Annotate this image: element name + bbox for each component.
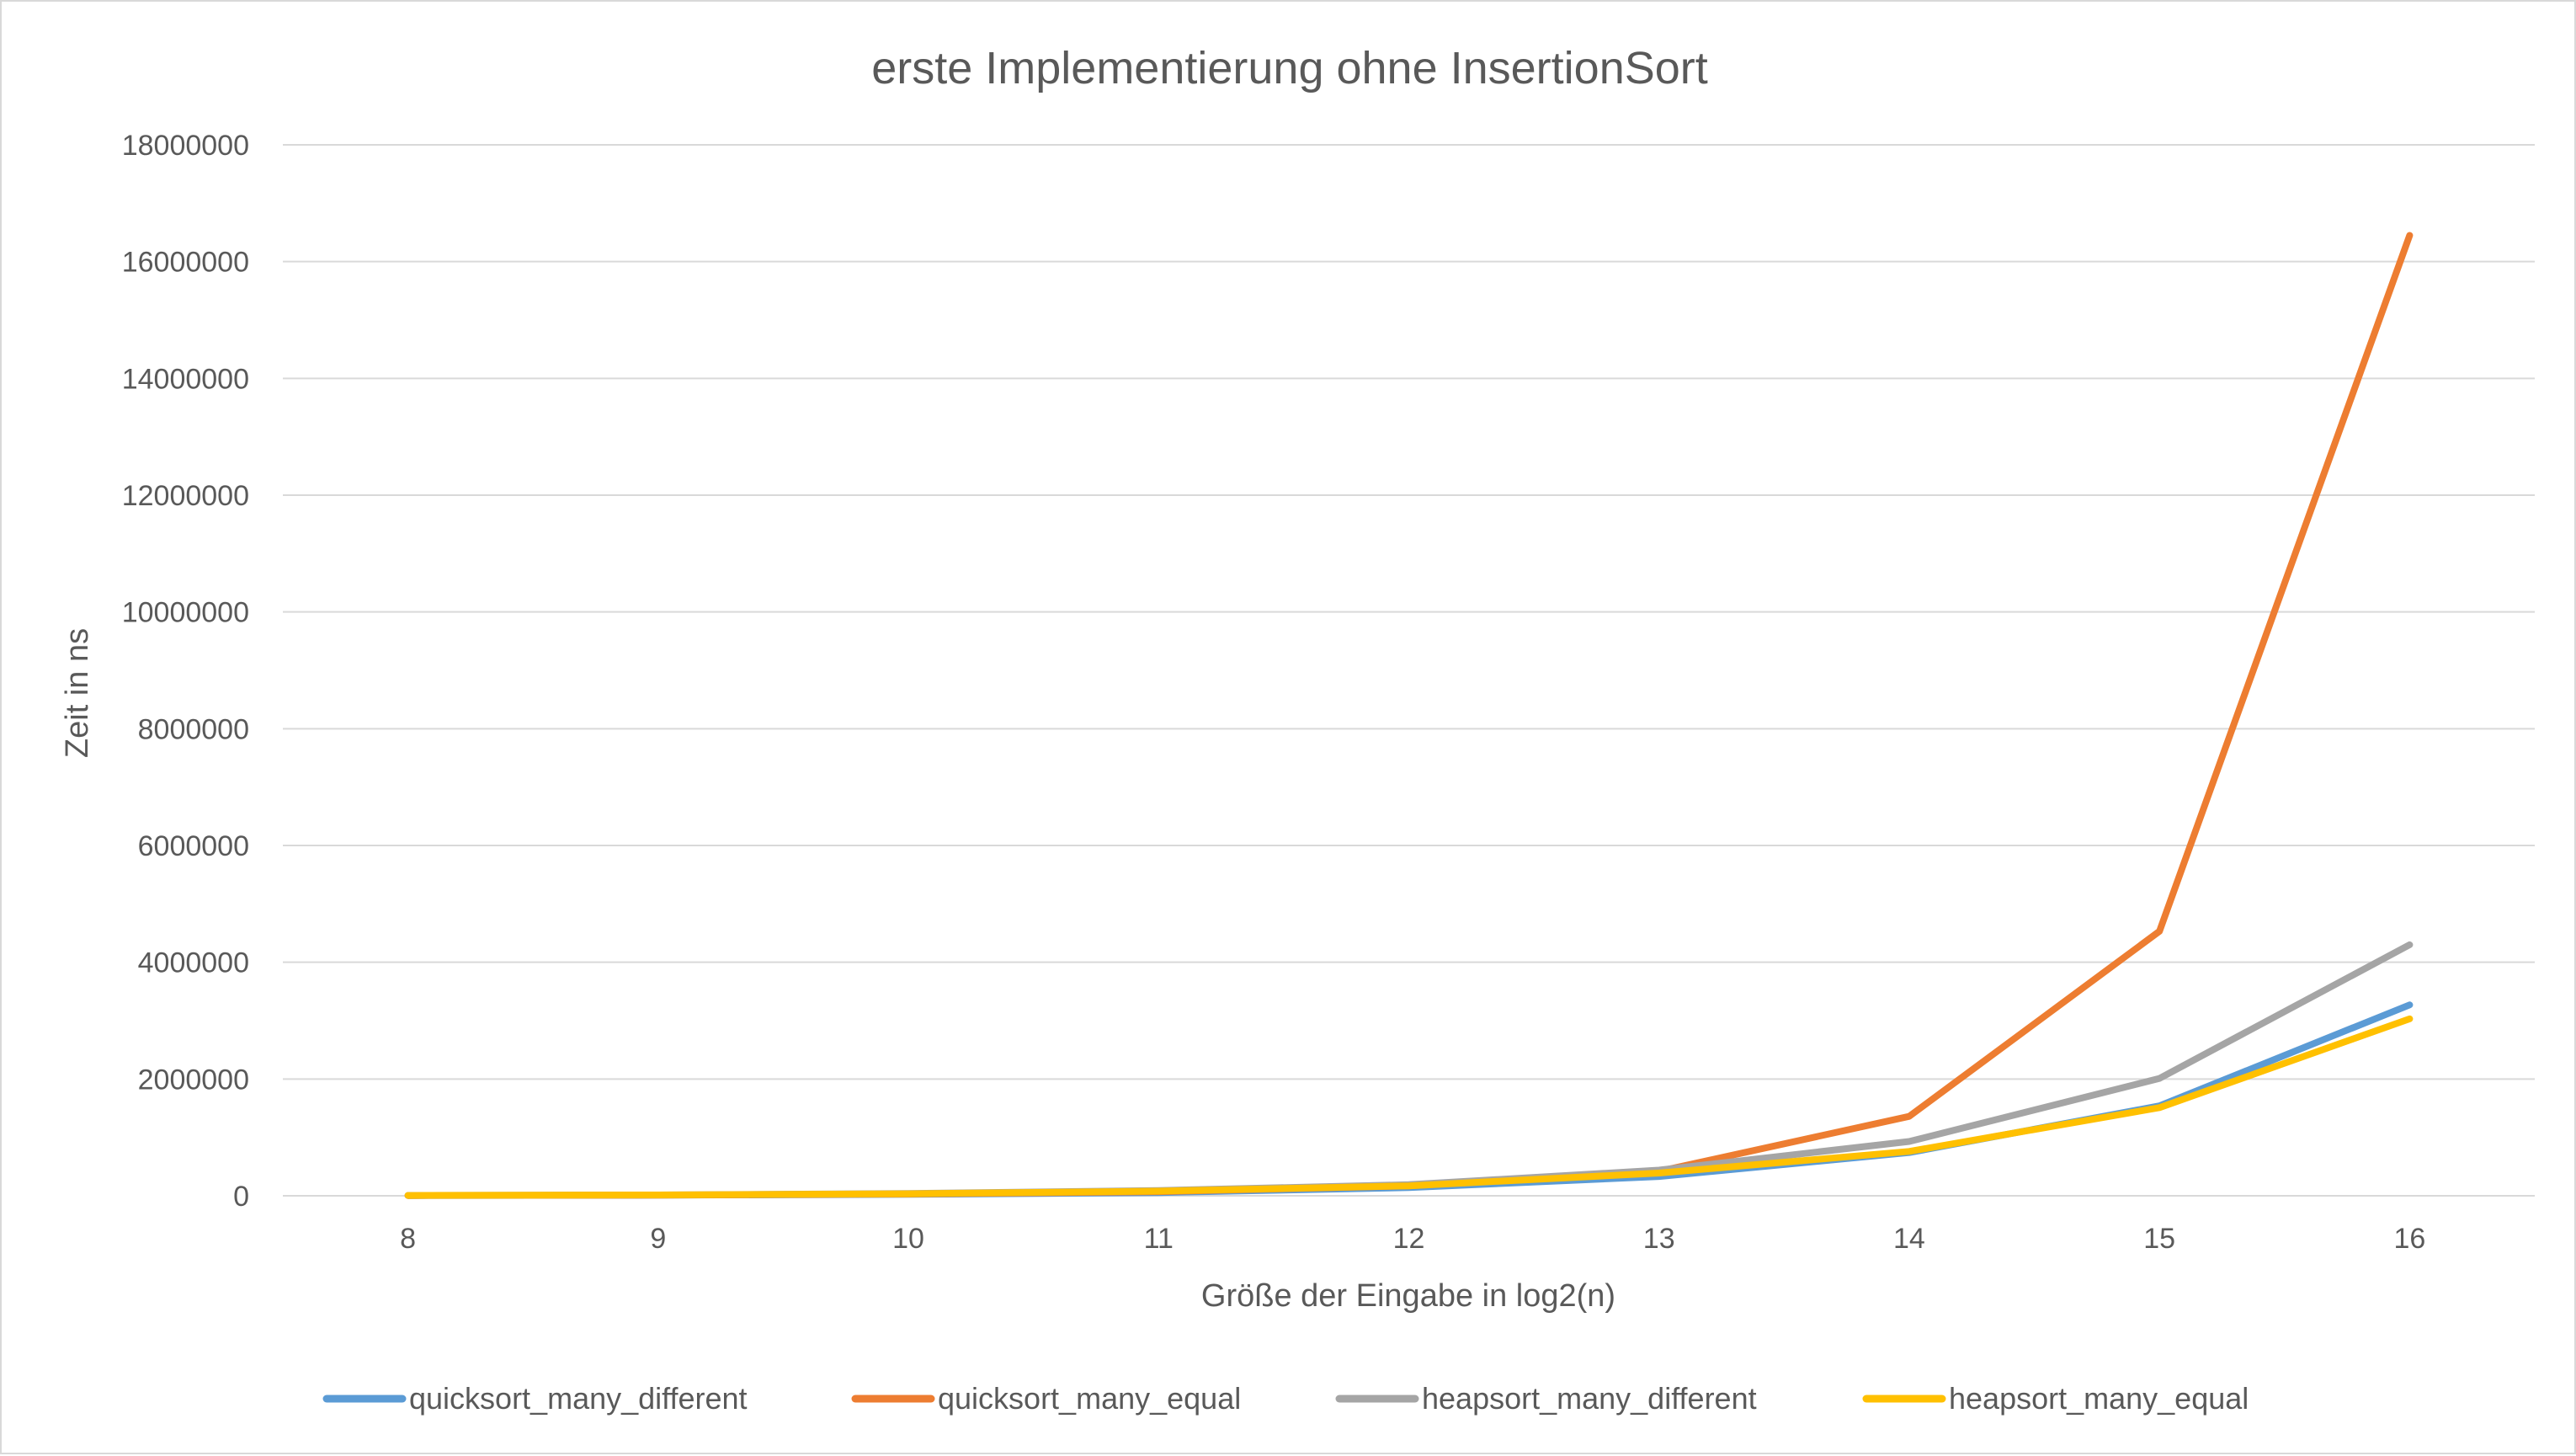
x-axis-ticks: 8 9 10 11 12 13 14 15 16 <box>400 1223 2425 1255</box>
y-tick-label: 14000000 <box>122 363 249 395</box>
x-tick-label: 12 <box>1393 1223 1425 1255</box>
x-tick-label: 9 <box>650 1223 666 1255</box>
y-tick-label: 16000000 <box>122 247 249 279</box>
y-tick-label: 12000000 <box>122 480 249 512</box>
legend: quicksort_many_different quicksort_many_e… <box>322 1381 2249 1416</box>
legend-label: quicksort_many_equal <box>938 1381 1241 1416</box>
chart-title: erste Implementierung ohne InsertionSort <box>871 43 1708 93</box>
x-tick-label: 10 <box>892 1223 924 1255</box>
legend-label: heapsort_many_different <box>1422 1381 1757 1416</box>
legend-label: heapsort_many_equal <box>1949 1381 2249 1416</box>
x-axis-label: Größe der Eingabe in log2(n) <box>1201 1278 1615 1314</box>
series-line-quicksort-many-different <box>404 1001 2414 1199</box>
y-tick-label: 0 <box>233 1181 249 1213</box>
y-tick-label: 4000000 <box>138 947 249 979</box>
y-axis-ticks: 0 2000000 4000000 6000000 8000000 10000000 120… <box>122 130 249 1213</box>
y-tick-label: 18000000 <box>122 130 249 162</box>
legend-label: quicksort_many_different <box>409 1381 748 1416</box>
y-tick-label: 6000000 <box>138 830 249 862</box>
x-tick-label: 11 <box>1144 1223 1174 1255</box>
x-tick-label: 15 <box>2143 1223 2175 1255</box>
x-tick-label: 13 <box>1643 1223 1675 1255</box>
y-axis-label: Zeit in ns <box>60 628 95 758</box>
x-tick-label: 8 <box>400 1223 416 1255</box>
series-line-quicksort-many-equal <box>404 232 2414 1199</box>
x-tick-label: 16 <box>2393 1223 2425 1255</box>
series-line-heapsort-many-different <box>404 941 2414 1199</box>
y-tick-label: 2000000 <box>138 1064 249 1096</box>
series-lines <box>404 232 2414 1199</box>
x-tick-label: 14 <box>1893 1223 1925 1255</box>
series-line-heapsort-many-equal <box>404 1015 2414 1199</box>
y-tick-label: 8000000 <box>138 713 249 745</box>
y-tick-label: 10000000 <box>122 597 249 629</box>
grid-lines <box>283 144 2535 1197</box>
